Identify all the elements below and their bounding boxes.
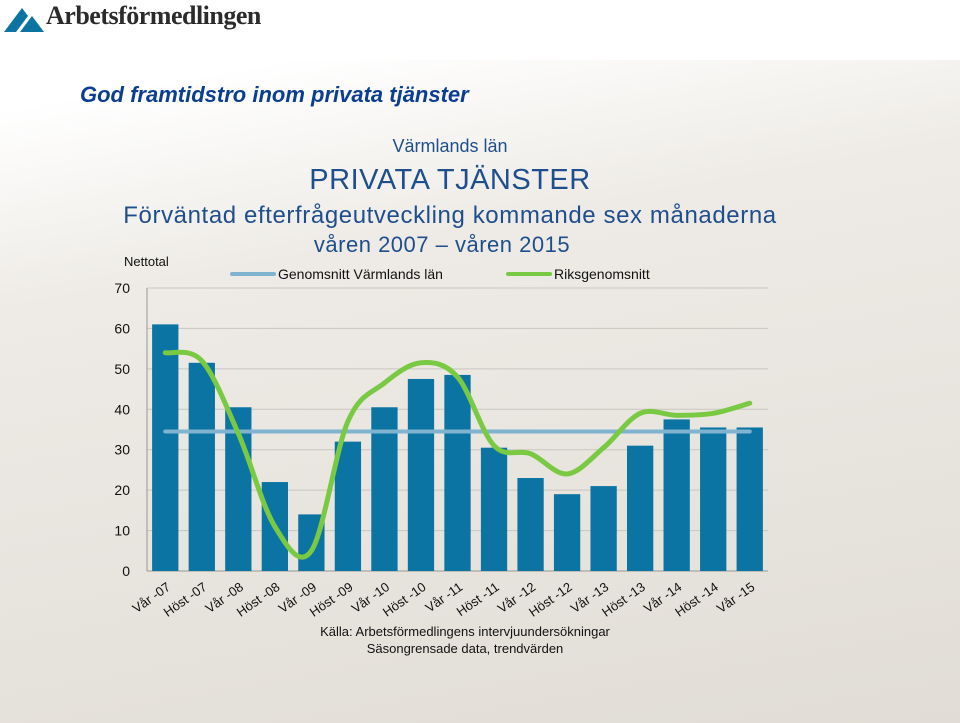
legend-label: Riksgenomsnitt <box>554 266 650 282</box>
y-axis-label: Nettotal <box>124 254 169 269</box>
y-tick-label: 0 <box>122 563 130 579</box>
logo-text: Arbetsförmedlingen <box>46 1 261 30</box>
bar <box>188 362 215 571</box>
bar <box>444 374 471 571</box>
y-tick-label: 30 <box>114 442 130 458</box>
bar <box>517 478 544 571</box>
chart-subtitle: Förväntad efterfrågeutveckling kommande … <box>123 202 777 229</box>
bar <box>334 441 362 571</box>
bar <box>700 427 727 571</box>
source-line-1: Källa: Arbetsförmedlingens intervjuunder… <box>320 624 610 639</box>
y-tick-label: 70 <box>114 280 130 296</box>
legend-label: Genomsnitt Värmlands län <box>278 266 443 282</box>
chart-period: våren 2007 – våren 2015 <box>313 232 571 257</box>
y-tick-label: 50 <box>114 361 130 377</box>
logo-icon <box>4 8 44 32</box>
y-tick-label: 60 <box>114 320 130 336</box>
slide-title: God framtidstro inom privata tjänster <box>80 82 469 107</box>
bar <box>736 427 763 571</box>
bar <box>663 419 690 571</box>
national-average-line <box>162 349 753 560</box>
chart-title: PRIVATA TJÄNSTER <box>309 164 591 196</box>
bar <box>480 447 508 571</box>
y-tick-label: 40 <box>114 401 130 417</box>
bar <box>553 494 581 571</box>
bar <box>626 445 654 571</box>
x-tick-label: Vår -15 <box>714 579 758 616</box>
source-line-2: Säsongrensade data, trendvärden <box>366 641 564 656</box>
logo: Arbetsförmedlingen <box>0 0 261 40</box>
y-tick-label: 20 <box>114 482 130 498</box>
y-tick-label: 10 <box>114 523 130 539</box>
bar <box>371 407 398 571</box>
bar <box>407 378 435 571</box>
bar <box>152 324 179 571</box>
x-tick-label: Höst -11 <box>454 579 502 619</box>
chart-region: Värmlands län <box>392 136 508 156</box>
bar <box>590 486 617 571</box>
